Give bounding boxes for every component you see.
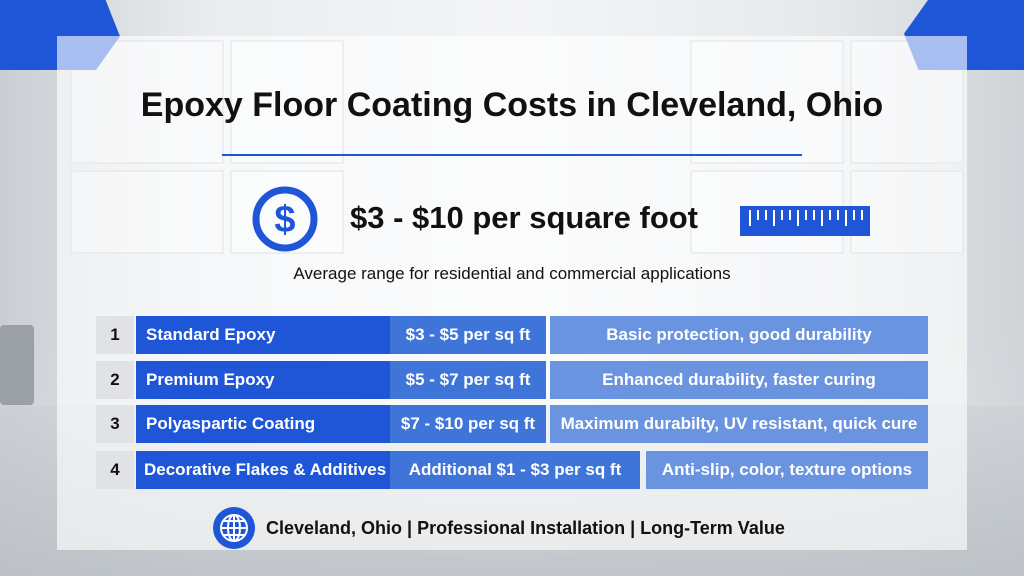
row-number: 1 bbox=[96, 316, 134, 354]
coating-type: Decorative Flakes & Additives bbox=[136, 451, 390, 489]
subtitle: Average range for residential and commer… bbox=[293, 264, 731, 283]
svg-text:$: $ bbox=[274, 199, 295, 241]
coating-description: Anti-slip, color, texture options bbox=[646, 451, 928, 489]
page-title: Epoxy Floor Coating Costs in Cleveland, … bbox=[140, 86, 884, 124]
title-divider bbox=[222, 154, 802, 156]
coating-description: Basic protection, good durability bbox=[550, 316, 928, 354]
coating-price: $3 - $5 per sq ft bbox=[390, 316, 546, 354]
row-number: 4 bbox=[96, 451, 134, 489]
footer-text: Cleveland, Ohio | Professional Installat… bbox=[266, 517, 785, 538]
coating-price: $5 - $7 per sq ft bbox=[390, 361, 546, 399]
price-range: $3 - $10 per square foot bbox=[350, 200, 699, 235]
ruler-icon bbox=[740, 206, 870, 236]
row-number: 3 bbox=[96, 405, 134, 443]
row-number: 2 bbox=[96, 361, 134, 399]
dollar-icon: $ bbox=[252, 186, 318, 252]
globe-icon bbox=[213, 507, 255, 549]
coating-price: $7 - $10 per sq ft bbox=[390, 405, 546, 443]
coating-description: Maximum durabilty, UV resistant, quick c… bbox=[550, 405, 928, 443]
coating-price: Additional $1 - $3 per sq ft bbox=[390, 451, 640, 489]
footer: Cleveland, Ohio | Professional Installat… bbox=[212, 506, 785, 550]
coating-description: Enhanced durability, faster curing bbox=[550, 361, 928, 399]
